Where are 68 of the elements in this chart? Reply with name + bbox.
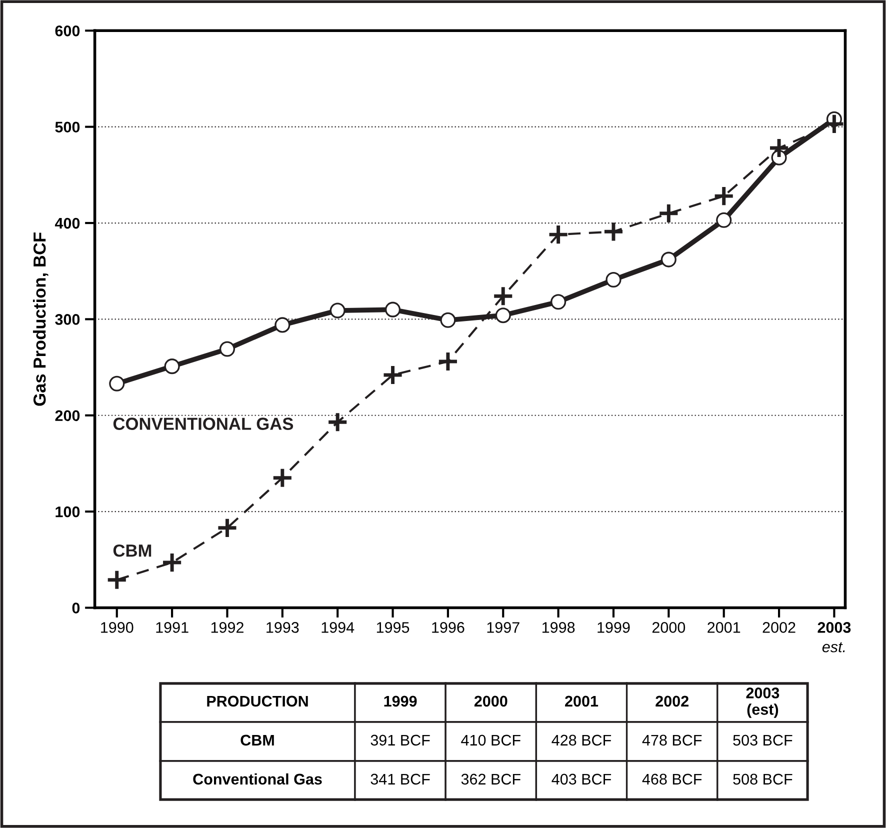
point xyxy=(716,212,732,228)
x-tick-label: 2003 est. xyxy=(818,622,851,652)
x-tick-label: 1997 xyxy=(487,622,520,633)
point xyxy=(161,552,183,574)
text: 468 BCF xyxy=(642,774,702,785)
x-tick-label: 2002 xyxy=(762,622,796,633)
x-tick-label: 1990 xyxy=(101,622,134,633)
text: 508 BCF xyxy=(733,774,792,785)
text: 1999 xyxy=(384,696,417,707)
text: PRODUCTION xyxy=(207,696,308,707)
y-tick-label: 600 xyxy=(55,26,80,36)
point xyxy=(274,317,290,333)
x-tick-label: 1995 xyxy=(376,622,410,633)
point xyxy=(272,467,294,489)
x-tick-label: 1991 xyxy=(156,622,188,633)
point xyxy=(660,252,676,268)
point xyxy=(658,202,680,224)
point xyxy=(768,137,790,159)
text: 2003 (est) xyxy=(746,688,780,718)
y-tick-label: 500 xyxy=(55,122,80,133)
point xyxy=(106,569,128,591)
point xyxy=(823,113,845,135)
series-label: CBM xyxy=(113,544,152,557)
y-tick-label: 0 xyxy=(72,602,80,614)
text: 391 BCF xyxy=(370,734,430,746)
y-tick-label: 400 xyxy=(54,218,80,229)
point xyxy=(606,272,622,288)
point xyxy=(384,302,401,318)
text: 403 BCF xyxy=(552,774,612,785)
text: 503 BCF xyxy=(733,734,792,746)
point xyxy=(164,358,180,374)
point xyxy=(492,285,514,307)
text: 2002 xyxy=(656,696,688,707)
text: 2000 xyxy=(474,696,508,707)
y-tick-label: 100 xyxy=(56,506,80,518)
text: 478 BCF xyxy=(642,734,702,746)
text: Conventional Gas xyxy=(193,773,322,785)
point xyxy=(219,341,236,357)
text: 362 BCF xyxy=(461,774,520,785)
y-axis-title: Gas Production, BCF xyxy=(32,232,48,406)
x-tick-label: 1996 xyxy=(432,622,464,633)
series-label: CONVENTIONAL GAS xyxy=(113,418,294,430)
point xyxy=(216,517,238,539)
y-tick-label: 300 xyxy=(55,314,80,325)
point xyxy=(437,350,459,372)
x-tick-label: 2001 xyxy=(708,622,740,633)
point xyxy=(602,220,624,242)
x-tick-label: 1998 xyxy=(542,622,575,633)
point xyxy=(713,185,735,207)
point xyxy=(548,224,570,246)
point xyxy=(440,312,456,328)
text: 2001 xyxy=(565,696,598,707)
x-tick-label: 1992 xyxy=(211,622,244,633)
text: 428 BCF xyxy=(552,734,612,746)
x-tick-label: 1999 xyxy=(598,622,630,633)
point xyxy=(495,308,511,324)
text: 341 BCF xyxy=(370,774,430,785)
x-tick-label: 2000 xyxy=(652,622,686,633)
x-tick-label: 1994 xyxy=(322,622,354,633)
point xyxy=(550,294,566,310)
text: CBM xyxy=(240,734,274,746)
x-tick-label: 1993 xyxy=(266,622,299,633)
text: 410 BCF xyxy=(461,734,520,746)
y-tick-label: 200 xyxy=(55,410,80,422)
point xyxy=(382,364,404,386)
point xyxy=(330,302,346,318)
point xyxy=(326,411,348,433)
point xyxy=(109,376,125,392)
